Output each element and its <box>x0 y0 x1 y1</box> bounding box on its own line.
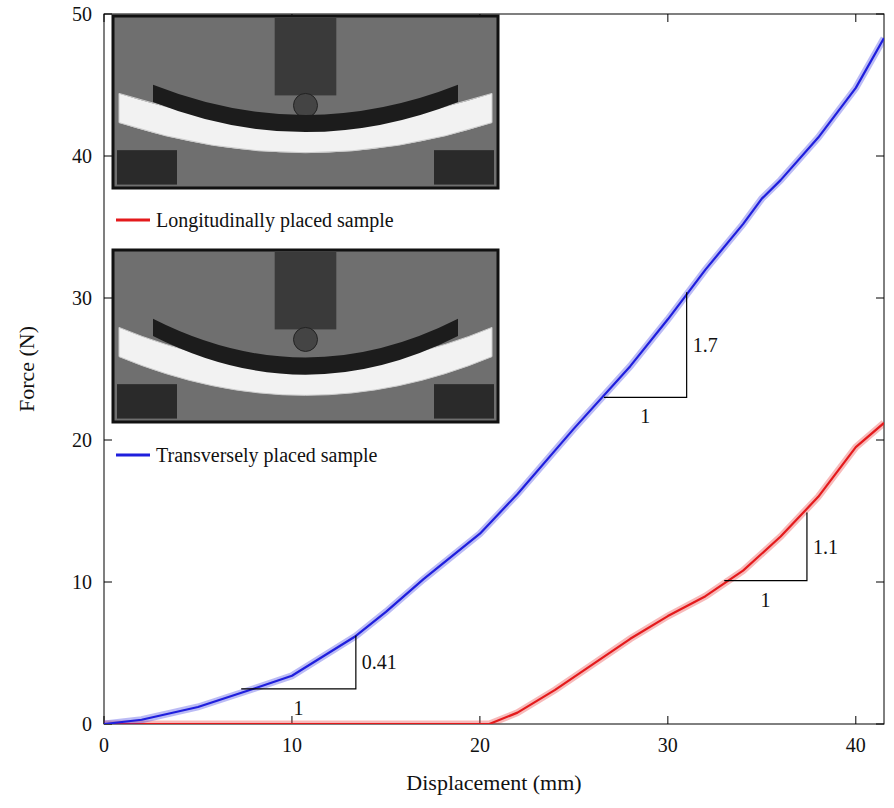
y-tick-label: 30 <box>72 287 92 309</box>
x-tick-label: 40 <box>846 734 866 756</box>
y-tick-label: 10 <box>72 571 92 593</box>
slope-triangle <box>604 292 687 397</box>
y-tick-label: 0 <box>82 713 92 735</box>
inset-photo <box>113 250 498 422</box>
series-line <box>104 423 884 724</box>
x-tick <box>855 14 856 22</box>
legend-swatch <box>116 454 150 457</box>
y-tick <box>104 440 112 441</box>
x-tick <box>855 716 856 724</box>
plot-frame <box>104 14 884 724</box>
x-tick-label: 10 <box>282 734 302 756</box>
y-tick-label: 50 <box>72 3 92 25</box>
legend-swatch <box>116 219 150 222</box>
slope-triangle <box>241 636 356 689</box>
x-tick <box>667 14 668 22</box>
inset-photo <box>113 16 498 188</box>
y-tick-label: 40 <box>72 145 92 167</box>
y-tick <box>876 440 884 441</box>
y-tick <box>104 14 112 15</box>
y-tick <box>876 156 884 157</box>
x-tick <box>667 716 668 724</box>
slope-run-label: 1 <box>761 589 771 611</box>
series-band <box>104 423 884 724</box>
y-tick <box>876 724 884 725</box>
y-tick <box>876 298 884 299</box>
slope-triangle <box>724 512 807 580</box>
slope-rise-label: 1.7 <box>693 334 718 356</box>
chart: 0 10 20 30 40 0 10 20 30 40 50 Displacement (mm) For… <box>0 0 894 808</box>
y-tick-label: 20 <box>72 429 92 451</box>
slope-rise-label: 1.1 <box>813 536 838 558</box>
slope-rise-label: 0.41 <box>362 651 397 673</box>
series-line <box>104 38 884 724</box>
legend-label: Transversely placed sample <box>156 444 378 467</box>
y-tick <box>104 156 112 157</box>
x-tick-label: 0 <box>99 734 109 756</box>
plot-lines <box>104 38 884 724</box>
series-band <box>104 38 884 724</box>
y-tick <box>876 14 884 15</box>
x-tick-label: 20 <box>470 734 490 756</box>
x-tick <box>104 14 105 22</box>
slope-run-label: 1 <box>640 405 650 427</box>
x-tick-label: 30 <box>658 734 678 756</box>
y-axis-title: Force (N) <box>14 326 39 412</box>
y-tick <box>104 298 112 299</box>
legend-label: Longitudinally placed sample <box>156 209 394 232</box>
y-tick <box>876 582 884 583</box>
y-tick <box>104 582 112 583</box>
x-axis-title: Displacement (mm) <box>406 770 581 795</box>
slope-run-label: 1 <box>294 697 304 719</box>
